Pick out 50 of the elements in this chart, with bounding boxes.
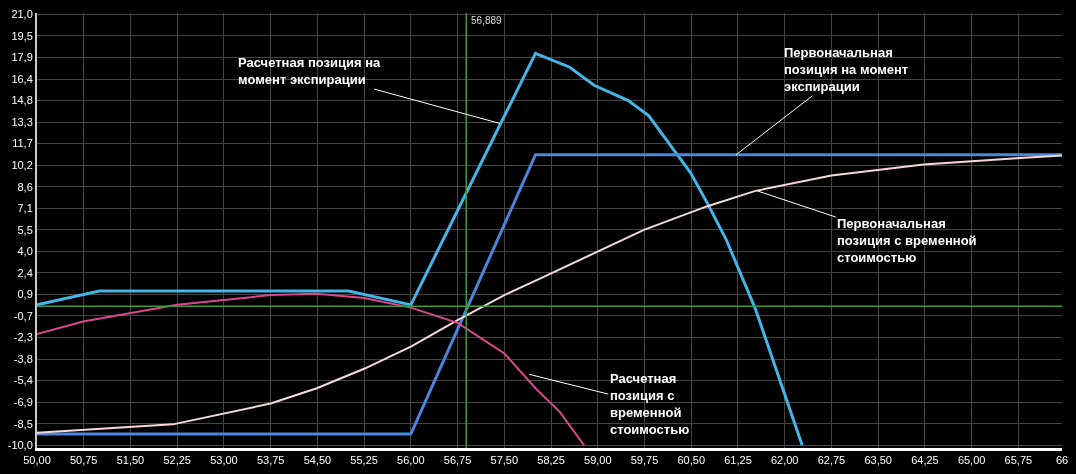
x-tick-label: 50,00 [23,454,51,467]
y-tick-label: -8,5 [13,417,33,430]
y-tick-label: -2,3 [13,331,33,344]
y-tick-label: 21,0 [11,8,33,21]
x-tick-label: 60,50 [677,454,706,467]
x-tick-label: 54,50 [303,454,332,467]
y-tick-label: 13,3 [11,115,33,128]
y-tick-label: 5,5 [17,223,33,236]
x-tick-label: 55,25 [350,454,378,467]
y-tick-label: 19,5 [11,29,33,42]
x-tick-label: 51,50 [116,454,145,467]
y-tick-label: -5,4 [13,374,33,387]
y-tick-label: 16,4 [11,72,33,85]
x-tick-label: 53,75 [256,454,285,467]
y-tick-label: 0,9 [17,288,33,301]
x-tick-label: 58,25 [537,454,565,467]
annotation: Первоначальная позиция на момент экспирации [784,45,909,94]
x-tick-label: 56,75 [443,454,472,467]
x-tick-label: 65,00 [957,454,986,467]
y-tick-label: -0,7 [13,309,33,322]
y-tick-label: 4,0 [17,245,33,258]
y-tick-label: 10,2 [11,159,33,172]
y-tick-label: 8,6 [17,180,33,193]
x-tick-label: 61,25 [724,454,752,467]
x-tick-label: 53,00 [210,454,238,467]
x-tick-label: 56,00 [397,454,425,467]
y-tick-label: -10,0 [7,439,33,452]
x-tick-label: 57,50 [490,454,519,467]
x-tick-label: 62,75 [817,454,846,467]
ref-line-label: 56,889 [471,15,503,26]
x-tick-label: 59,75 [630,454,659,467]
x-tick-label: 64,25 [911,454,939,467]
x-tick-label: 62,00 [770,454,799,467]
annotation: Первоначальная позиция с временной стоимостью [837,216,977,265]
y-tick-label: 11,7 [12,137,33,150]
annotation: Расчетная позиция с временной стоимостью [610,371,690,437]
annotation: Расчетная позиция на момент экспирации [238,55,381,87]
x-tick-label: 59,00 [584,454,612,467]
x-tick-label: 63,50 [864,454,892,467]
y-tick-label: 17,9 [11,51,33,64]
line-series [37,292,586,447]
y-tick-label: 7,1 [17,202,33,215]
x-tick-label: 52,25 [163,454,191,467]
y-tick-label: -6,9 [13,395,33,408]
x-tick-label: 65,75 [1004,454,1033,467]
x-tick-label: 50,75 [69,454,98,467]
y-tick-label: -3,8 [13,352,33,365]
y-tick-label: 2,4 [17,266,33,279]
y-tick-label: 14,8 [11,94,33,107]
x-tick-label: 66 [1055,454,1069,467]
